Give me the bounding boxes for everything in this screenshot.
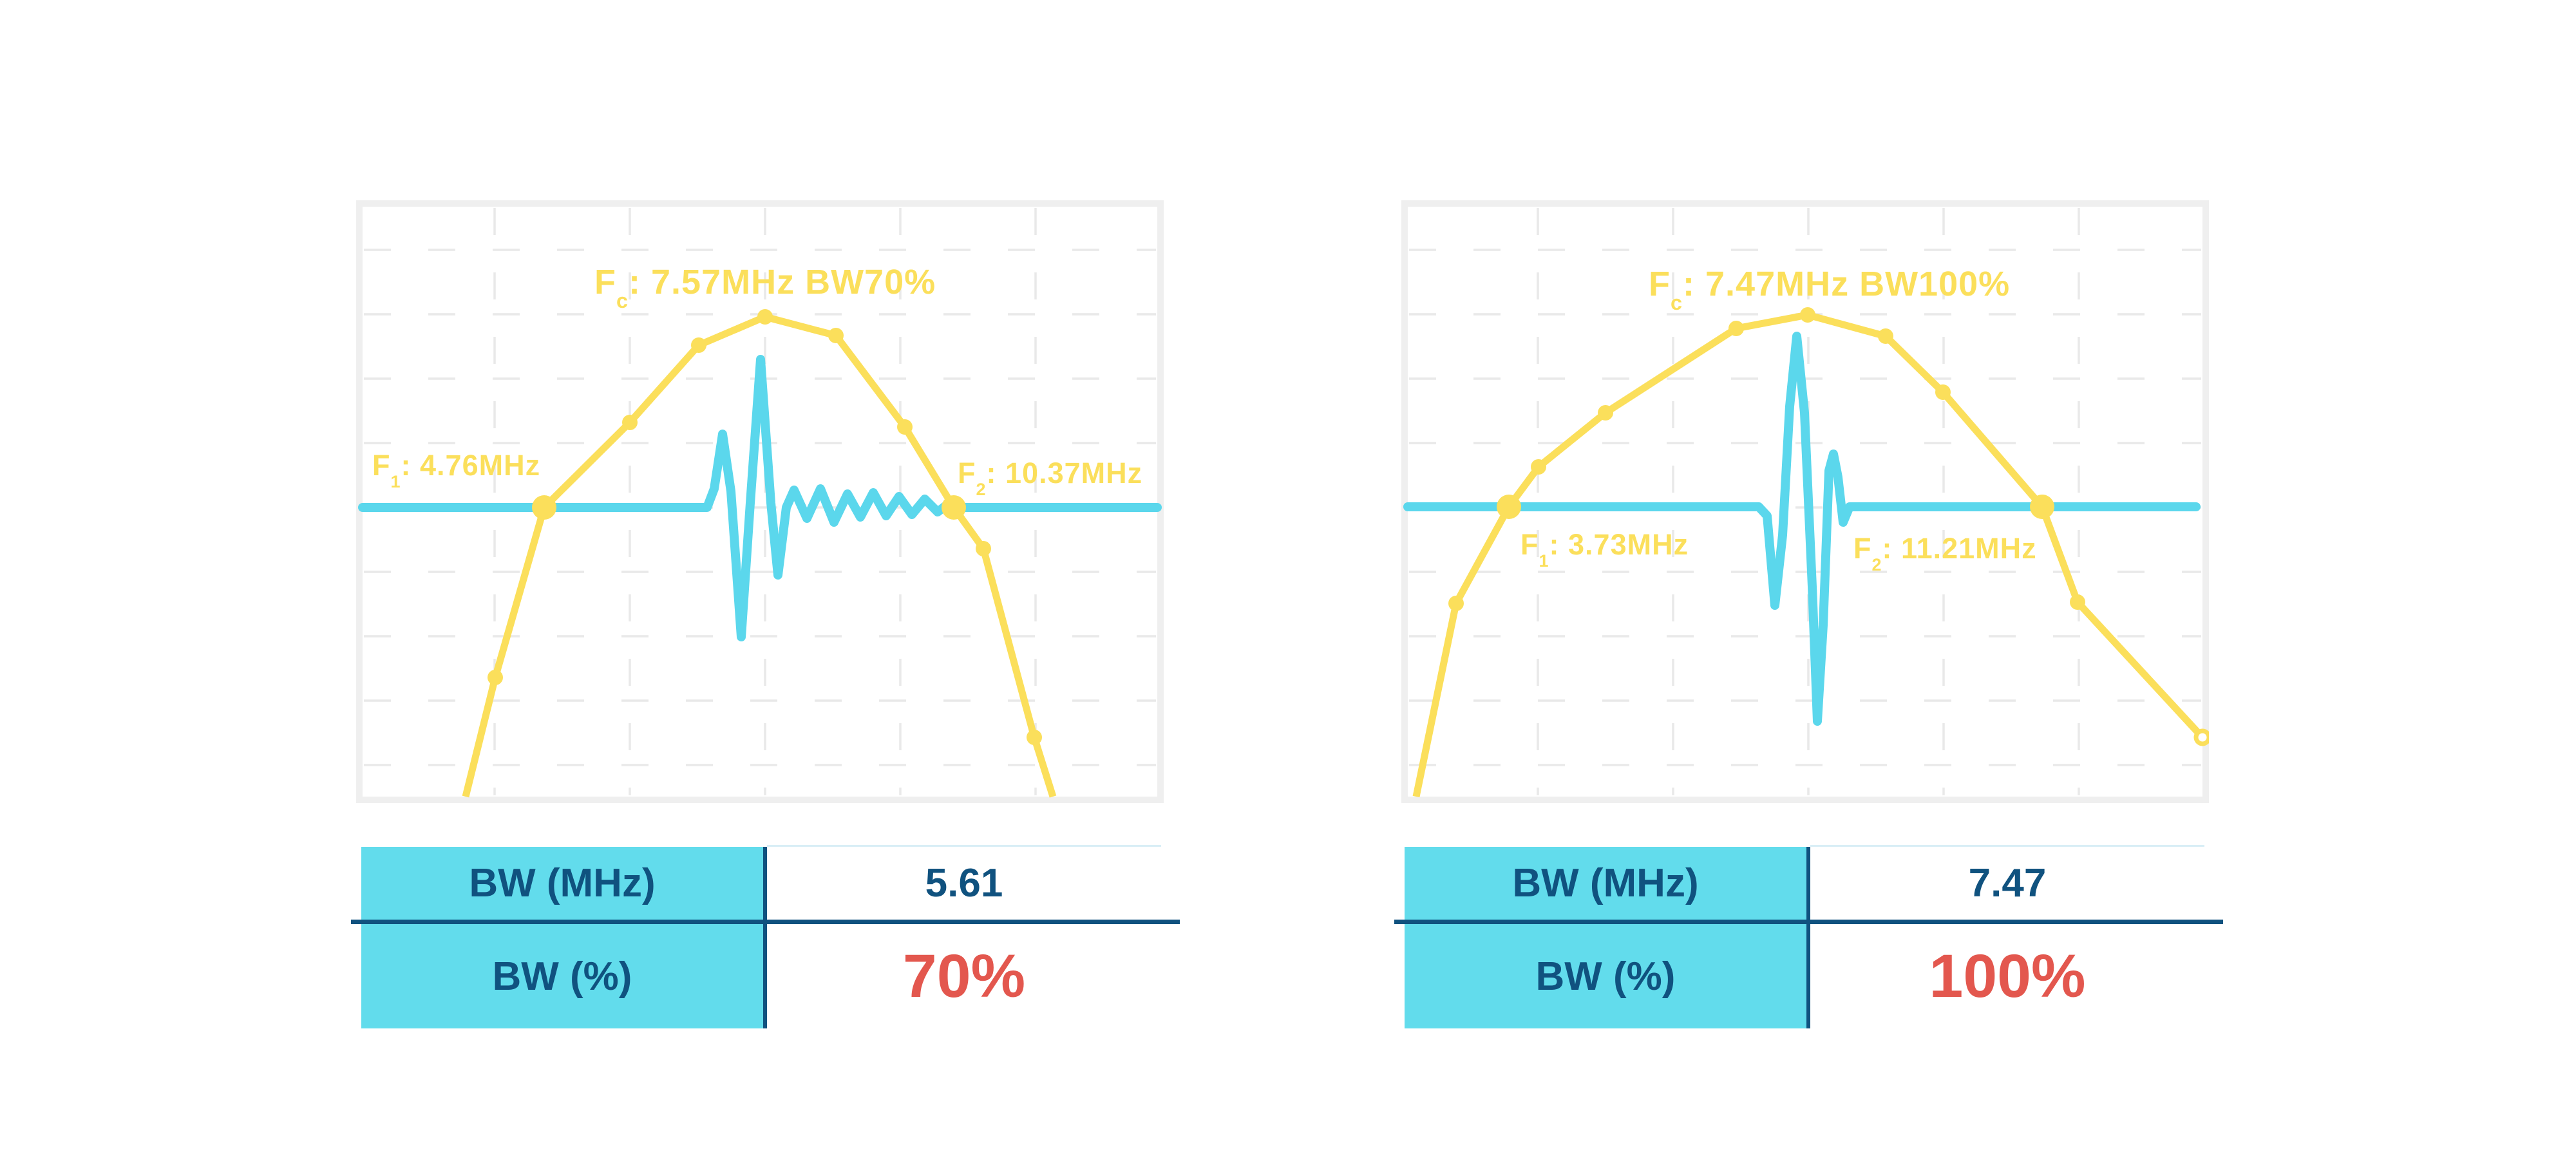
spectrum-curve xyxy=(1412,311,2206,798)
spectrum-point-marker xyxy=(1878,328,1893,344)
cutoff-frequency-marker xyxy=(2030,495,2054,519)
bw-pct-value: 100% xyxy=(1929,941,2086,1010)
spectrum-plot-70pct xyxy=(356,200,1164,803)
bandwidth-table-100pct: BW (MHz) 7.47 BW (%) 100% xyxy=(1394,845,2223,1028)
spectrum-point-marker xyxy=(1728,321,1744,336)
bw-pct-value: 70% xyxy=(902,941,1026,1010)
annotation-subscript: c xyxy=(616,289,629,313)
f1-annotation: F1: 3.73MHz xyxy=(1520,528,1689,569)
f1-annotation: F1: 4.76MHz xyxy=(372,449,541,490)
annotation-subscript: c xyxy=(1671,291,1683,315)
table-column-divider xyxy=(1806,847,1810,1028)
spectrum-panel-100pct: Fc: 7.47MHz BW100% F1: 3.73MHz F2: 11.21… xyxy=(1401,200,2209,803)
spectrum-point-marker xyxy=(488,670,503,685)
bw-mhz-label: BW (MHz) xyxy=(1512,861,1699,905)
table-row-divider xyxy=(1394,920,2223,924)
plot-frame xyxy=(356,200,1164,803)
echo-waveform-curve xyxy=(358,355,1162,641)
annotation-text: : 4.76MHz xyxy=(401,449,541,482)
spectrum-point-marker xyxy=(1027,730,1042,745)
spectrum-plot-100pct xyxy=(1401,200,2209,803)
spectrum-point-marker xyxy=(691,337,706,353)
echo-waveform-curve xyxy=(1403,332,2201,726)
spectrum-end-open-marker xyxy=(2193,728,2209,746)
annotation-subscript: 2 xyxy=(976,479,987,499)
annotation-text: : 11.21MHz xyxy=(1882,532,2037,565)
annotation-symbol: F xyxy=(958,457,976,489)
annotation-subscript: 1 xyxy=(390,471,401,491)
center-freq-annotation: Fc: 7.57MHz BW70% xyxy=(594,263,936,311)
table-top-border xyxy=(767,845,1161,847)
annotation-text: : 7.47MHz BW100% xyxy=(1683,265,2011,303)
spectrum-point-marker xyxy=(2070,594,2085,610)
table-top-border xyxy=(1810,845,2204,847)
annotation-symbol: F xyxy=(594,263,616,301)
bw-mhz-value: 5.61 xyxy=(925,861,1003,905)
bw-pct-label: BW (%) xyxy=(492,954,632,999)
spectrum-point-marker xyxy=(1448,596,1464,611)
f2-annotation: F2: 11.21MHz xyxy=(1853,532,2037,573)
cutoff-frequency-marker xyxy=(942,495,966,520)
spectrum-point-marker xyxy=(757,309,773,325)
annotation-subscript: 1 xyxy=(1539,551,1549,571)
spectrum-point-marker xyxy=(1935,384,1951,400)
spectrum-panel-70pct: Fc: 7.57MHz BW70% F1: 4.76MHz F2: 10.37M… xyxy=(356,200,1164,803)
table-column-divider xyxy=(763,847,767,1028)
table-row-divider xyxy=(351,920,1180,924)
spectrum-point-marker xyxy=(1800,307,1815,323)
spectrum-point-marker xyxy=(1531,459,1546,475)
spectrum-point-marker xyxy=(1598,405,1613,421)
table-header-column xyxy=(361,847,763,1028)
annotation-text: : 3.73MHz xyxy=(1549,528,1689,561)
cutoff-frequency-marker xyxy=(532,495,556,520)
annotation-text: : 10.37MHz xyxy=(986,457,1143,489)
annotation-symbol: F xyxy=(1520,528,1539,561)
center-freq-annotation: Fc: 7.47MHz BW100% xyxy=(1649,265,2011,313)
annotation-symbol: F xyxy=(372,449,391,482)
plot-frame xyxy=(1401,200,2209,803)
annotation-symbol: F xyxy=(1853,532,1872,565)
bw-mhz-label: BW (MHz) xyxy=(469,861,656,905)
bandwidth-table-70pct: BW (MHz) 5.61 BW (%) 70% xyxy=(351,845,1180,1028)
bw-pct-label: BW (%) xyxy=(1535,954,1676,999)
annotation-symbol: F xyxy=(1649,265,1671,303)
spectrum-point-marker xyxy=(828,328,844,343)
spectrum-point-marker xyxy=(897,419,913,435)
f2-annotation: F2: 10.37MHz xyxy=(958,457,1143,498)
spectrum-curve xyxy=(462,313,1057,798)
annotation-text: : 7.57MHz BW70% xyxy=(629,263,936,301)
annotation-subscript: 2 xyxy=(1871,554,1882,574)
bw-mhz-value: 7.47 xyxy=(1968,861,2047,905)
table-header-column xyxy=(1405,847,1806,1028)
spectrum-point-marker xyxy=(976,541,991,556)
spectrum-point-marker xyxy=(622,415,638,430)
cutoff-frequency-marker xyxy=(1497,495,1521,519)
